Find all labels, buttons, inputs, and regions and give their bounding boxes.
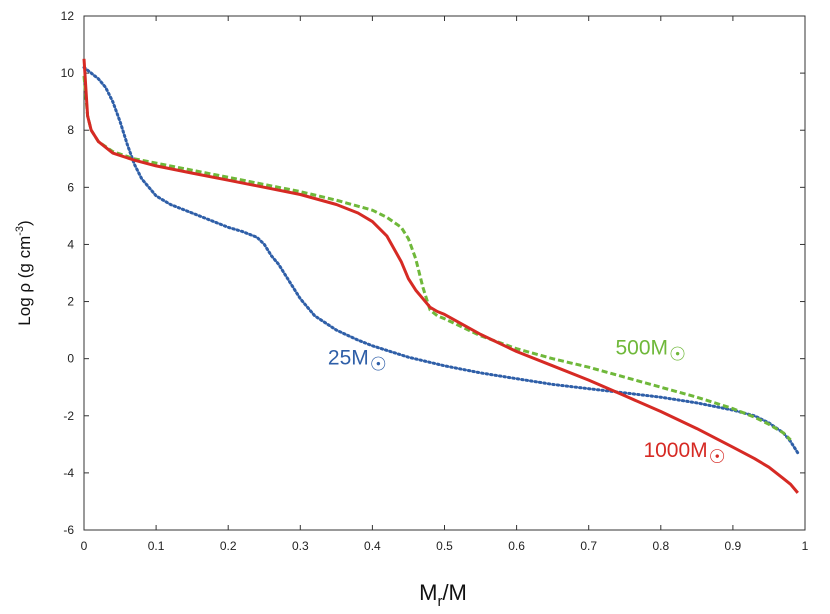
x-axis-ticks: 0 0.1 0.2 0.3 0.4 0.5 0.6 0.7 0.8 0.9 1: [81, 16, 809, 553]
x-tick-label: 0.8: [652, 539, 669, 553]
y-tick-label: 12: [61, 9, 75, 23]
series-label-25m: 25M: [328, 346, 369, 369]
x-tick-label: 0.6: [508, 539, 525, 553]
solar-mass-icon: ☉: [370, 353, 387, 375]
x-tick-label: 0.9: [725, 539, 742, 553]
annotation-layer: 25M ☉500M ☉1000M ☉: [328, 336, 726, 468]
y-tick-label: 4: [67, 237, 74, 251]
x-tick-label: 0.5: [436, 539, 453, 553]
x-tick-label: 1: [802, 539, 809, 553]
y-tick-label: 6: [67, 180, 74, 194]
y-tick-label: 0: [67, 352, 74, 366]
series-line-500m: [82, 75, 792, 442]
x-tick-label: 0.2: [220, 539, 237, 553]
solar-mass-icon: ☉: [709, 446, 726, 468]
x-tick-label: 0.1: [148, 539, 165, 553]
x-tick-label: 0.3: [292, 539, 309, 553]
y-tick-label: 10: [61, 66, 75, 80]
y-tick-label: -6: [63, 523, 74, 537]
y-axis-ticks: -6 -4 -2 0 2 4 6 8 10 12: [61, 9, 805, 537]
x-tick-label: 0.7: [580, 539, 597, 553]
series-label-500m: 500M: [615, 336, 668, 359]
solar-mass-icon: ☉: [669, 343, 686, 365]
series-line-1000m: [82, 58, 799, 494]
y-tick-label: 2: [67, 295, 74, 309]
x-tick-label: 0: [81, 539, 88, 553]
x-axis-title: Mr/M: [419, 580, 467, 610]
y-axis-title: Log ρ (g cm-3): [14, 220, 34, 325]
y-tick-label: -2: [63, 409, 74, 423]
x-tick-label: 0.4: [364, 539, 381, 553]
series-layer: [82, 58, 800, 494]
y-tick-label: -4: [63, 466, 74, 480]
series-label-1000m: 1000M: [643, 439, 707, 462]
y-tick-label: 8: [67, 123, 74, 137]
